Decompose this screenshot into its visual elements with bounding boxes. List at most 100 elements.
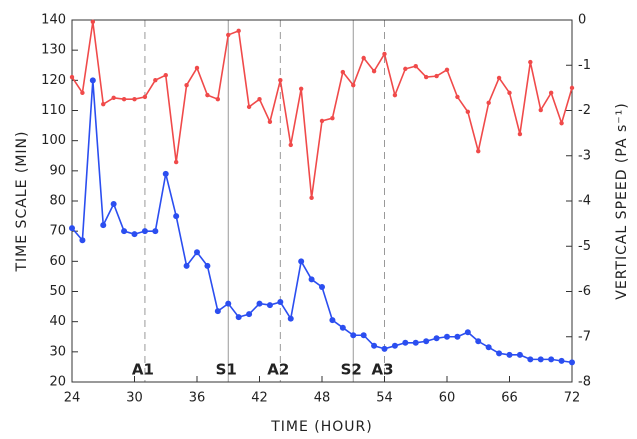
data-point <box>121 96 127 102</box>
event-label: A2 <box>267 361 289 379</box>
y2-tick-label: -3 <box>578 148 591 163</box>
data-point <box>163 73 168 78</box>
data-point <box>444 67 450 72</box>
data-point <box>90 19 96 25</box>
data-point <box>267 119 273 125</box>
data-point <box>235 314 242 321</box>
data-point <box>527 356 534 363</box>
y2-tick-label: 0 <box>578 13 586 28</box>
data-point <box>350 332 357 339</box>
data-point <box>204 262 211 269</box>
x-tick-label: 60 <box>439 391 456 406</box>
data-point <box>412 339 419 346</box>
data-point <box>110 201 117 208</box>
data-point <box>392 92 398 98</box>
data-point <box>194 65 200 71</box>
data-point <box>455 94 460 100</box>
data-point <box>225 300 232 307</box>
y-tick-label: 90 <box>49 163 66 178</box>
data-point <box>330 115 335 121</box>
data-point <box>298 258 305 265</box>
x-tick-label: 48 <box>314 391 331 406</box>
data-point <box>486 100 491 106</box>
y2-tick-label: -7 <box>578 329 591 344</box>
data-point <box>528 59 533 65</box>
data-point <box>205 92 210 98</box>
data-point <box>360 332 367 339</box>
data-point <box>465 109 471 115</box>
data-point <box>361 55 366 61</box>
y2-tick-label: -4 <box>578 194 591 209</box>
y-tick-label: 60 <box>49 254 66 269</box>
data-point <box>111 95 116 101</box>
data-point <box>173 213 180 220</box>
data-point <box>153 77 158 83</box>
data-point <box>507 90 512 96</box>
data-point <box>277 299 284 306</box>
y-tick-label: 120 <box>41 73 66 88</box>
x-tick-label: 36 <box>189 391 206 406</box>
data-point <box>402 339 409 346</box>
y-axis-label: TIME SCALE (MIN) <box>14 131 30 273</box>
data-point <box>215 96 221 102</box>
y-tick-label: 80 <box>49 194 66 209</box>
x-tick-label: 66 <box>501 391 518 406</box>
y2-tick-label: -2 <box>578 103 591 118</box>
data-point <box>434 73 439 79</box>
data-point <box>69 74 75 80</box>
data-point <box>141 228 148 235</box>
y-tick-label: 110 <box>41 103 66 118</box>
x-tick-label: 54 <box>376 391 393 406</box>
data-point <box>454 333 461 340</box>
y-tick-label: 40 <box>49 314 66 329</box>
data-point <box>444 333 450 340</box>
data-point <box>319 283 325 290</box>
data-point <box>382 51 387 57</box>
data-point <box>569 359 575 366</box>
data-point <box>162 170 169 177</box>
data-point <box>194 249 200 256</box>
data-point <box>464 329 471 336</box>
data-point <box>423 338 430 345</box>
event-label: S1 <box>216 361 237 379</box>
data-point <box>100 222 107 229</box>
y2-axis-label: VERTICAL SPEED (PA s⁻¹) <box>614 102 630 299</box>
data-point <box>246 311 253 318</box>
y-tick-label: 20 <box>49 375 66 390</box>
data-point <box>403 66 408 72</box>
y-tick-label: 140 <box>41 13 66 28</box>
data-point <box>266 302 273 309</box>
data-point <box>183 262 190 269</box>
event-label: S2 <box>341 361 362 379</box>
data-point <box>537 356 544 363</box>
data-point <box>101 101 106 107</box>
data-point <box>548 356 555 363</box>
data-point <box>329 317 336 324</box>
y-tick-label: 50 <box>49 284 66 299</box>
data-point <box>287 315 294 322</box>
data-point <box>278 77 283 83</box>
data-point <box>236 28 241 34</box>
data-point <box>548 90 554 96</box>
event-label: A1 <box>132 361 154 379</box>
x-axis-label: TIME (HOUR) <box>270 419 373 435</box>
data-point <box>371 342 378 349</box>
data-point <box>319 118 325 124</box>
y2-tick-label: -8 <box>578 375 591 390</box>
y2-tick-label: -6 <box>578 284 591 299</box>
data-point <box>79 237 86 244</box>
data-point <box>152 228 159 235</box>
y-tick-label: 130 <box>41 43 66 58</box>
data-point <box>559 120 564 126</box>
data-point <box>391 342 398 349</box>
data-point <box>506 351 513 358</box>
data-point <box>476 149 481 154</box>
data-point <box>340 69 346 75</box>
data-point <box>257 96 262 102</box>
y-tick-label: 100 <box>41 133 66 148</box>
x-tick-label: 30 <box>126 391 143 406</box>
data-point <box>121 228 128 235</box>
data-point <box>256 300 263 307</box>
